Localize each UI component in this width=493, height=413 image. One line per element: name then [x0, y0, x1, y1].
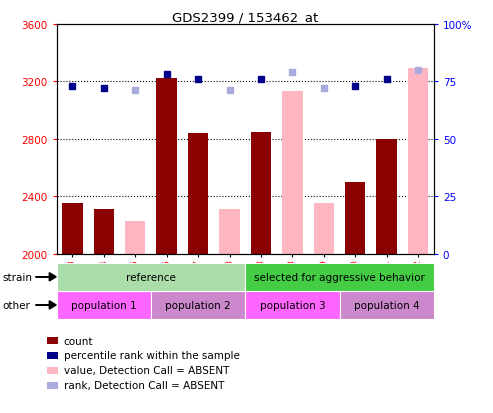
Bar — [377, 140, 397, 254]
Bar — [245, 291, 340, 319]
Bar — [57, 263, 245, 291]
Text: percentile rank within the sample: percentile rank within the sample — [64, 351, 240, 361]
Bar — [314, 204, 334, 254]
Text: value, Detection Call = ABSENT: value, Detection Call = ABSENT — [64, 366, 229, 375]
Text: rank, Detection Call = ABSENT: rank, Detection Call = ABSENT — [64, 380, 224, 390]
Bar — [251, 132, 271, 254]
Text: population 4: population 4 — [354, 300, 420, 310]
Text: population 3: population 3 — [260, 300, 325, 310]
Text: reference: reference — [126, 272, 176, 282]
Bar — [62, 204, 83, 254]
Bar — [151, 291, 245, 319]
Bar — [340, 291, 434, 319]
Bar — [125, 221, 145, 254]
Bar — [245, 263, 434, 291]
Bar — [188, 134, 209, 254]
Text: other: other — [2, 300, 31, 310]
Bar — [156, 79, 177, 254]
Bar — [408, 69, 428, 254]
Text: strain: strain — [2, 272, 33, 282]
Text: population 2: population 2 — [165, 300, 231, 310]
Bar — [219, 209, 240, 254]
Text: population 1: population 1 — [71, 300, 137, 310]
Bar — [282, 92, 303, 254]
Bar — [345, 183, 365, 254]
Text: selected for aggressive behavior: selected for aggressive behavior — [254, 272, 425, 282]
Bar — [94, 209, 114, 254]
Text: count: count — [64, 336, 93, 346]
Bar — [57, 291, 151, 319]
Title: GDS2399 / 153462_at: GDS2399 / 153462_at — [172, 11, 318, 24]
